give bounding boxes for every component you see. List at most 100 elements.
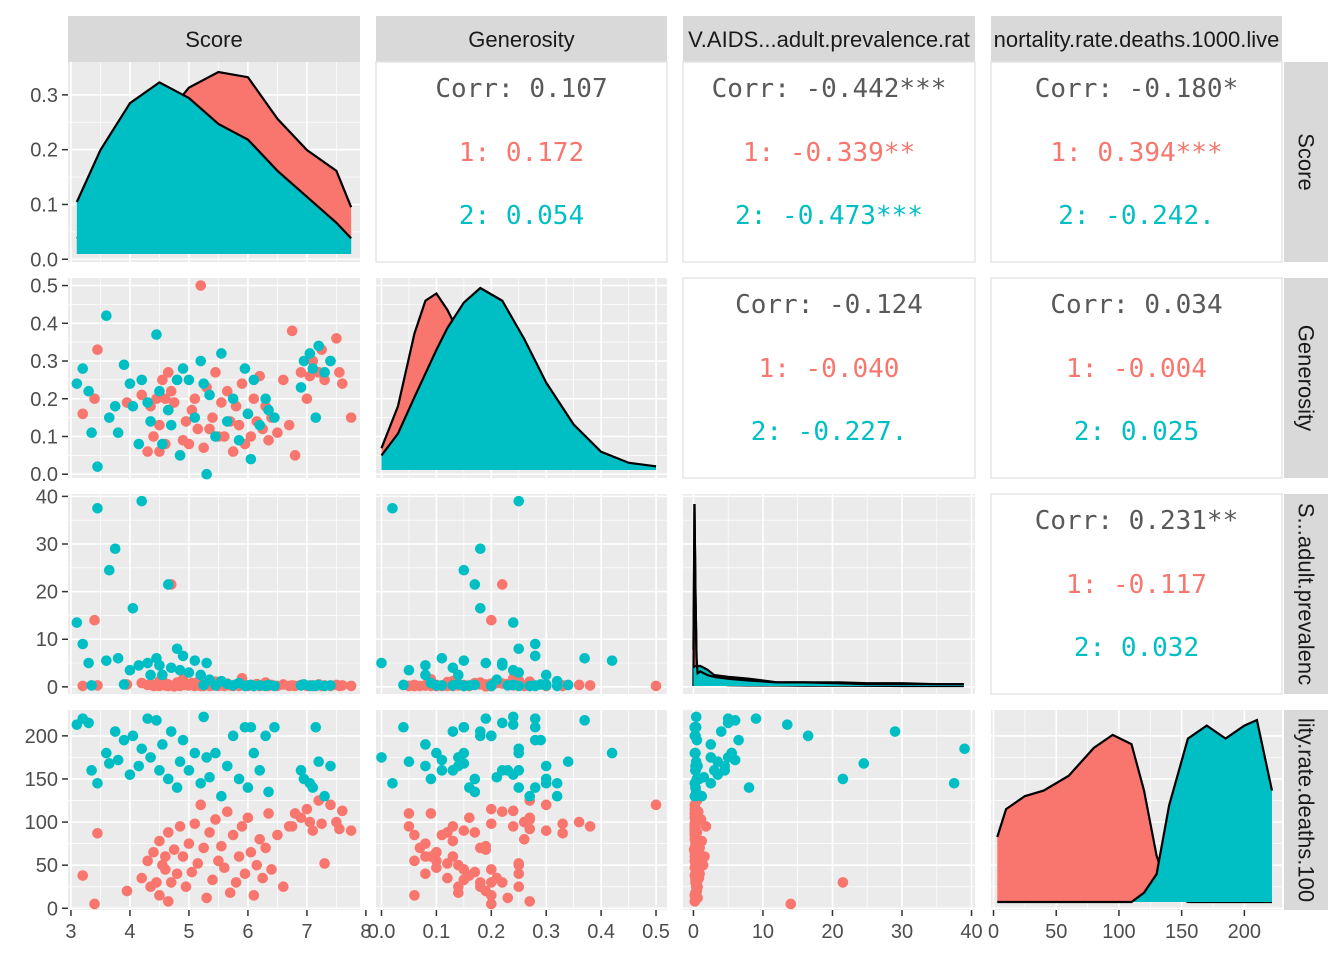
data-point-group2 [195,355,207,367]
strip-label-right: lity.rate.deaths.100 [1294,718,1319,902]
data-point-group2 [733,734,744,746]
data-point-group2 [458,747,470,759]
data-point-group2 [436,652,448,664]
data-point-group2 [71,617,83,628]
data-point-group2 [325,355,336,367]
data-point-group2 [319,367,330,378]
data-point-group2 [403,664,415,676]
data-point-group1 [216,397,227,408]
data-point-group1 [690,858,701,869]
data-point-group1 [186,866,198,878]
data-point-group1 [283,419,295,431]
data-point-group2 [513,782,525,793]
tick-label-x: 0.2 [477,921,505,943]
data-point-group1 [254,834,266,845]
data-point-group2 [242,782,254,793]
data-point-group2 [171,374,183,386]
data-point-group2 [708,765,720,776]
data-point-group2 [507,711,519,723]
data-point-group2 [486,680,497,692]
data-point-group2 [162,579,174,590]
data-point-group2 [513,495,525,507]
data-point-group1 [168,397,180,408]
data-point-group1 [177,851,189,862]
data-point-group1 [345,412,357,423]
data-point-group1 [557,827,568,839]
data-point-group1 [248,393,260,405]
data-point-group1 [496,806,508,818]
data-point-group2 [486,730,497,742]
data-point-group1 [136,872,148,884]
data-point-group1 [337,805,348,817]
data-point-group2 [248,374,260,386]
tick-label-x: 50 [1045,921,1067,943]
data-point-group2 [447,662,459,674]
data-point-group2 [112,754,124,766]
data-point-group1 [260,842,271,854]
data-point-group1 [289,450,301,461]
data-point-group2 [491,771,503,783]
data-point-group1 [224,887,236,899]
data-point-group2 [712,756,724,768]
data-point-group2 [103,564,115,576]
data-point-group1 [142,855,153,867]
data-point-group2 [540,680,552,691]
data-point-group2 [204,389,215,401]
data-point-group2 [458,721,470,733]
data-point-group1 [409,855,420,867]
data-point-group1 [513,881,525,893]
data-point-group1 [689,890,701,901]
tick-label-y: 50 [36,855,58,877]
data-point-group2 [513,747,525,759]
data-point-group1 [198,442,209,454]
data-point-group2 [781,719,793,730]
data-point-group2 [513,765,525,776]
data-point-group1 [248,890,260,901]
data-point-group2 [254,765,266,776]
data-point-group1 [458,874,470,886]
data-point-group1 [210,814,221,825]
data-point-group2 [431,747,442,759]
data-point-group2 [295,382,307,393]
data-point-group1 [236,378,248,389]
data-point-group2 [750,713,762,724]
data-point-group2 [540,669,552,681]
data-point-group2 [469,579,481,590]
data-point-group2 [171,782,183,793]
data-point-group1 [227,829,239,841]
data-point-group2 [136,374,148,386]
data-point-group1 [77,408,89,420]
tick-label-y: 200 [25,726,58,748]
facet-strip-top [68,16,360,62]
data-point-group1 [540,825,552,836]
scatter-panel [683,710,975,910]
data-point-group2 [92,461,103,472]
data-point-group2 [157,739,168,750]
data-point-group2 [507,617,519,628]
data-point-group1 [513,868,525,880]
data-point-group2 [101,747,112,759]
data-point-group1 [700,821,712,832]
data-point-group1 [403,821,415,832]
correlation-group1: 1: -0.004 [1066,354,1207,384]
data-point-group2 [304,348,316,359]
tick-label-y: 20 [36,582,58,604]
data-point-group2 [83,717,94,729]
tick-label-y: 0.3 [30,85,58,107]
data-point-group2 [133,660,145,671]
data-point-group1 [286,821,298,832]
data-point-group2 [127,730,139,742]
data-point-group2 [689,790,701,802]
data-point-group1 [154,419,165,431]
data-point-group1 [475,877,486,888]
data-point-group1 [403,808,415,819]
data-point-group2 [689,721,701,733]
data-point-group1 [216,840,227,852]
data-point-group2 [165,662,177,674]
data-point-group2 [195,669,207,681]
data-point-group1 [162,896,174,907]
data-point-group1 [464,812,475,824]
data-point-group2 [154,385,165,397]
strip-label-top: Generosity [468,27,574,52]
tick-label-x: 3 [65,921,76,943]
